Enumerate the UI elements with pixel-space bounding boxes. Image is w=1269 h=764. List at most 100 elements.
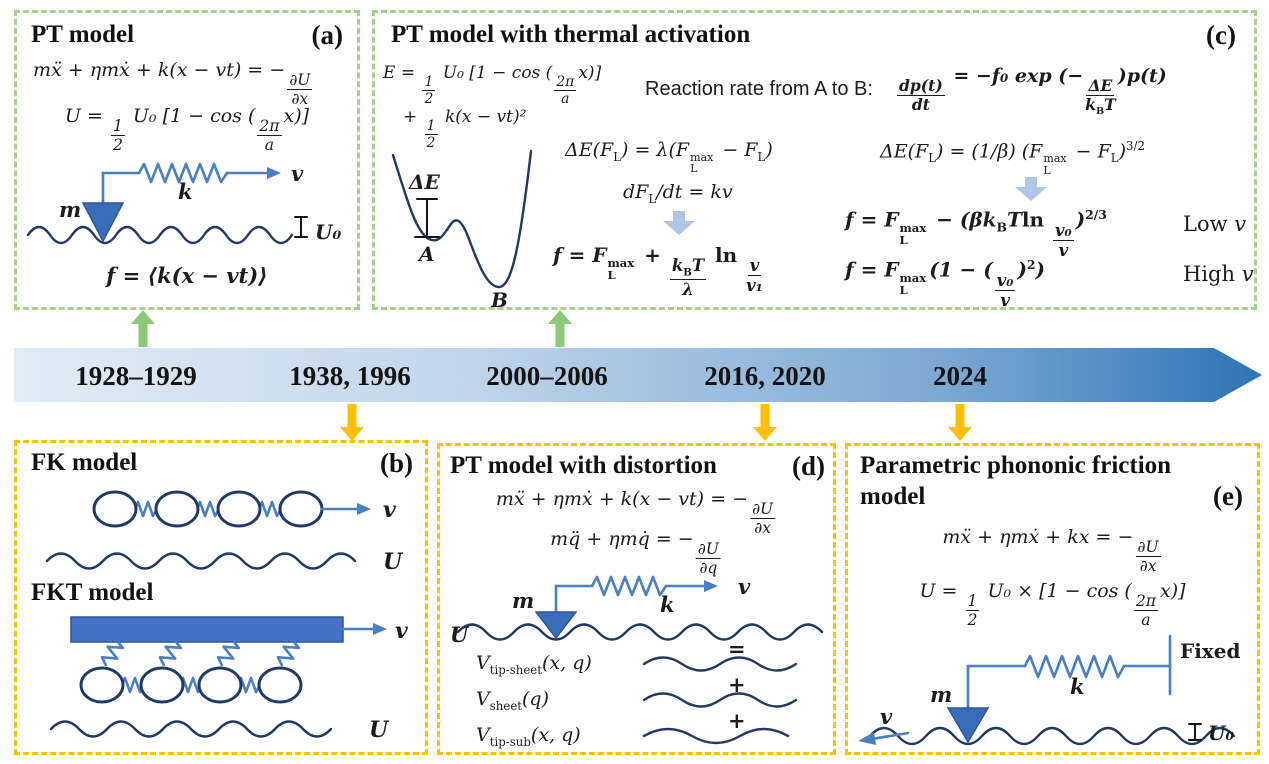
u0-label: U₀ [1208,721,1234,745]
u0-label: U₀ [315,220,341,244]
velocity-arrowhead [357,503,371,515]
panel-pt-thermal: PT model with thermal activation (c) E =… [372,10,1257,312]
delta-e-bracket [414,198,440,238]
tilted-spring-icon [158,640,183,667]
panel-b-title-fk: FK model [31,449,138,476]
phononic-eq-motion: mẍ + ηmẋ + kx = − ∂U ∂x [942,526,1161,575]
equals-sign: = [728,636,746,661]
barrier-32-equation: ΔE(FL) = (1/β) (F max L − FL)3/2 [880,139,1145,177]
state-b-label: B [490,288,508,312]
substrate-wave [868,726,1236,746]
slider-block [70,616,344,643]
spring-icon [1023,654,1126,679]
year-label-2016: 2016, 2020 [704,361,826,391]
pt-equation-of-motion: mẍ + ηmẋ + k(x − vt) = − ∂U ∂x [33,59,313,108]
potential-label: U [450,622,470,647]
velocity-arrowhead [858,732,876,745]
double-well-diagram: ΔE A B [391,149,533,312]
panel-pt-distortion: PT model with distortion (d) mẍ + ηmẋ + … [437,443,836,755]
panel-e-title: Parametric phononic friction model [860,452,1172,511]
implies-down-arrow [663,211,695,235]
mass-label: m [930,682,952,707]
distortion-eq-motion-x: mẍ + ηmẋ + k(x − vt) = − ∂U ∂x [495,488,776,537]
component-wave-2 [642,692,798,708]
stiffness-label: k [1070,674,1085,699]
plus-sign: + [728,672,746,697]
panel-fk-fkt: FK model (b) v U FKT model v [14,440,428,755]
panel-d-tag: (d) [792,451,825,481]
implies-down-arrow [1015,177,1047,201]
panel-a-tag: (a) [311,20,343,50]
spring-icon [257,500,283,518]
panel-c-title: PT model with thermal activation [391,21,751,48]
u0-marker [1188,723,1202,741]
mass-label: m [59,197,81,222]
spring-icon [133,500,159,518]
velocity-arrowhead [267,167,281,179]
v-tip-sub-label: Vtip-sub(x, q) [476,724,581,749]
panel-b-tag: (b) [380,448,413,478]
tip-mass-triangle [946,707,990,744]
state-a-label: A [417,242,435,266]
v-sheet-label: Vsheet(q) [476,688,550,713]
velocity-label: v [291,161,304,186]
fk-chain-diagram: v U [45,490,404,575]
panel-a-title: PT model [31,21,135,48]
panel-pt-model: PT model (a) mẍ + ηmẋ + k(x − vt) = − ∂U ∂… [14,10,360,310]
velocity-label: v [383,497,396,523]
tilted-spring-icon [216,640,241,667]
phononic-diagram: Fixed m k v U₀ [858,634,1240,746]
spring-icon [137,162,229,184]
panel-d-title: PT model with distortion [450,452,717,479]
energy-landscape-curve [391,149,533,289]
yellow-down-arrow-e [948,404,972,441]
atom-circle [216,490,262,528]
tip-support-line [554,584,594,616]
velocity-arrowhead [704,580,718,592]
substrate-wave [456,623,824,641]
spring-icon [590,575,668,597]
panel-c-tag: (c) [1206,20,1236,50]
tip-mass-triangle [534,611,578,640]
tip-distortion-diagram: v m k U = + + [450,574,824,745]
lowv-label: Low v [1183,212,1247,236]
tilted-spring-icon [276,640,301,667]
yellow-down-arrow-b [340,404,364,441]
delta-e-label: ΔE [408,170,441,194]
reaction-rate-label: Reaction rate from A to B: [645,78,873,100]
loading-rate-equation: dFL/dt = kv [623,181,733,206]
pt-friction-equation: f = ⟨k(x − vt)⟩ [106,263,268,288]
component-wave-1 [642,656,798,672]
atom-circle [197,666,243,704]
potential-label: U [383,549,404,575]
velocity-label: v [395,618,408,644]
highv-label: High v [1183,262,1254,286]
atom-circle [154,490,200,528]
stiffness-label: k [178,179,193,204]
fkt-diagram: v U [49,616,408,743]
plus-sign: + [728,708,746,733]
barrier-linear-equation: ΔE(FL) = λ(F max L − FL) [565,139,773,176]
panel-e-tag: (e) [1213,481,1243,511]
velocity-label: v [738,574,751,599]
substrate-wave [49,720,333,738]
potential-label: U [369,717,390,743]
year-label-2000: 2000–2006 [486,361,608,391]
distortion-eq-motion-q: mq̈ + ηmq̇ = − ∂U ∂q [550,528,721,577]
yellow-down-arrow-d [753,404,777,441]
year-label-1928: 1928–1929 [75,361,197,391]
v-tip-sheet-label: Vtip-sheet(x, q) [476,652,592,677]
green-up-arrow-a [131,310,155,347]
u0-marker [294,216,308,238]
atom-circle [92,490,138,528]
year-label-1938: 1938, 1996 [289,361,411,391]
tip-mass-triangle [81,202,125,243]
spring-icon [195,500,221,518]
